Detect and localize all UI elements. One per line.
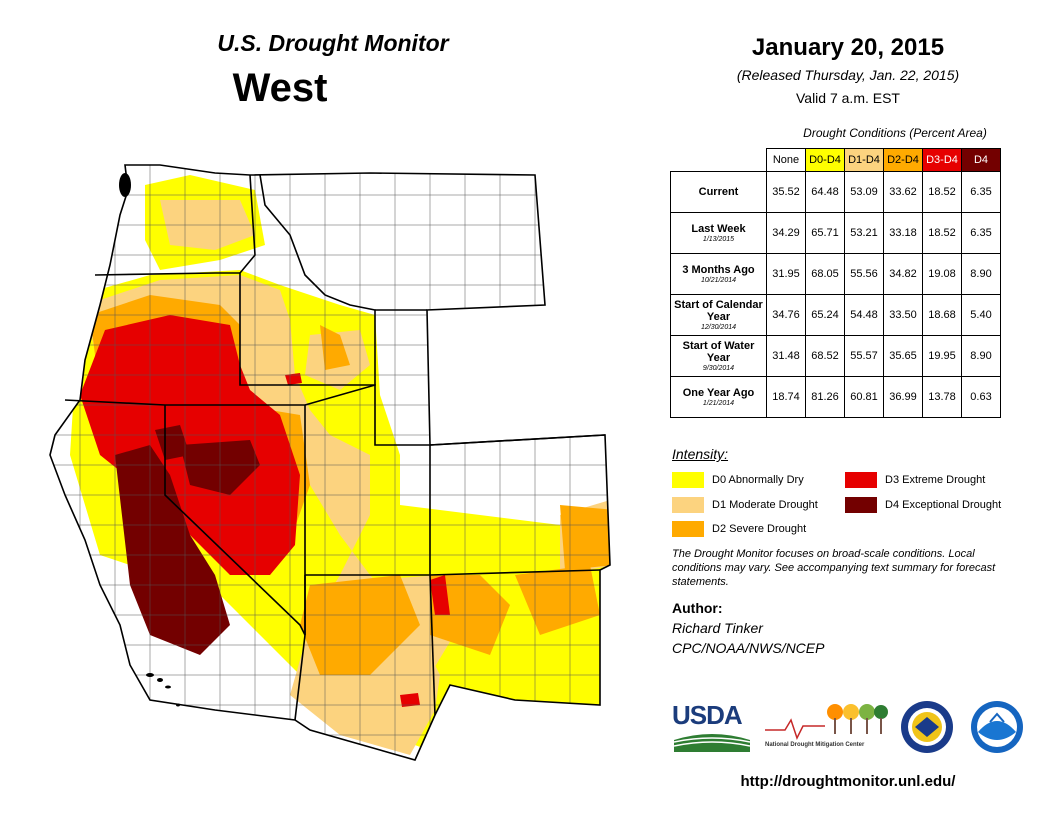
table-cell: 18.74 — [766, 376, 806, 418]
legend-label: D4 Exceptional Drought — [885, 499, 1002, 511]
legend-swatch — [845, 472, 877, 488]
table-cell: 13.78 — [922, 376, 962, 418]
row-label: Start of Calendar Year 12/30/2014 — [670, 294, 767, 336]
table-cell: 36.99 — [883, 376, 923, 418]
legend-label: D2 Severe Drought — [712, 523, 807, 535]
table-cell: 34.82 — [883, 253, 923, 295]
table-cell: 34.29 — [766, 212, 806, 254]
legend-swatch — [672, 472, 704, 488]
row-label: 3 Months Ago 10/21/2014 — [670, 253, 767, 295]
legend-title: Intensity: — [672, 446, 729, 462]
table-cell: 64.48 — [805, 171, 845, 213]
table-row: Start of Water Year 9/30/2014 31.48 68.52… — [670, 335, 1001, 377]
table-cell: 8.90 — [961, 335, 1001, 377]
table-cell: 65.24 — [805, 294, 845, 336]
legend-swatch — [845, 497, 877, 513]
noaa-logo-icon[interactable] — [970, 700, 1024, 754]
drought-conditions-table: None D0-D4 D1-D4 D2-D4 D3-D4 D4 Current … — [670, 148, 1001, 418]
ndmc-logo[interactable]: National Drought Mitigation Center — [765, 700, 890, 755]
table-cell: 55.56 — [844, 253, 884, 295]
author-label: Author: — [672, 600, 723, 616]
legend-swatch — [672, 497, 704, 513]
table-cell: 53.09 — [844, 171, 884, 213]
table-cell: 18.68 — [922, 294, 962, 336]
row-label: One Year Ago 1/21/2014 — [670, 376, 767, 418]
table-cell: 55.57 — [844, 335, 884, 377]
author-org: CPC/NOAA/NWS/NCEP — [672, 640, 825, 656]
table-cell: 0.63 — [961, 376, 1001, 418]
table-cell: 34.76 — [766, 294, 806, 336]
county-lines — [50, 165, 610, 760]
drought-map — [49, 164, 611, 761]
table-cell: 6.35 — [961, 212, 1001, 254]
region-title: West — [232, 66, 328, 110]
column-header: None — [766, 148, 806, 172]
table-header-row: None D0-D4 D1-D4 D2-D4 D3-D4 D4 — [671, 148, 1001, 172]
channel-islands — [119, 173, 180, 707]
row-label: Start of Water Year 9/30/2014 — [670, 335, 767, 377]
table-cell: 33.62 — [883, 171, 923, 213]
state-borders — [49, 164, 611, 761]
table-cell: 35.52 — [766, 171, 806, 213]
legend-swatch — [672, 521, 704, 537]
row-label: Current — [670, 171, 767, 213]
table-cell: 31.48 — [766, 335, 806, 377]
column-header: D2-D4 — [883, 148, 923, 172]
table-cell: 5.40 — [961, 294, 1001, 336]
table-cell: 60.81 — [844, 376, 884, 418]
table-cell: 81.26 — [805, 376, 845, 418]
disclaimer-note: The Drought Monitor focuses on broad-sca… — [672, 548, 996, 588]
table-row: Current 35.52 64.48 53.09 33.62 18.52 6.… — [670, 171, 1001, 213]
table-cell: 6.35 — [961, 171, 1001, 213]
released-date: (Released Thursday, Jan. 22, 2015) — [736, 67, 960, 83]
ndmc-label: National Drought Mitigation Center — [765, 742, 865, 748]
column-header: D4 — [961, 148, 1001, 172]
table-cell: 65.71 — [805, 212, 845, 254]
drought-fill — [50, 165, 610, 760]
series-title: U.S. Drought Monitor — [217, 30, 449, 56]
ndmc-trees-icon — [765, 704, 888, 740]
table-cell: 19.08 — [922, 253, 962, 295]
row-label: Last Week 1/13/2015 — [670, 212, 767, 254]
usda-wordmark: USDA — [672, 700, 743, 730]
conditions-title: Drought Conditions (Percent Area) — [803, 126, 987, 140]
usda-hills-icon — [674, 734, 750, 752]
column-header: D3-D4 — [922, 148, 962, 172]
map-date: January 20, 2015 — [751, 34, 945, 61]
table-cell: 54.48 — [844, 294, 884, 336]
table-row: 3 Months Ago 10/21/2014 31.95 68.05 55.56… — [670, 253, 1001, 295]
table-cell: 19.95 — [922, 335, 962, 377]
table-cell: 33.18 — [883, 212, 923, 254]
table-cell: 18.52 — [922, 212, 962, 254]
commerce-seal-icon[interactable] — [900, 700, 954, 754]
usda-logo[interactable]: USDA — [672, 700, 752, 755]
table-cell: 68.05 — [805, 253, 845, 295]
column-header: D0-D4 — [805, 148, 845, 172]
table-row: Start of Calendar Year 12/30/2014 34.76 6… — [670, 294, 1001, 336]
source-url[interactable]: http://droughtmonitor.unl.edu/ — [740, 773, 956, 790]
valid-time: Valid 7 a.m. EST — [795, 90, 900, 106]
legend-label: D3 Extreme Drought — [885, 474, 986, 486]
column-header: D1-D4 — [844, 148, 884, 172]
table-cell: 33.50 — [883, 294, 923, 336]
table-cell: 35.65 — [883, 335, 923, 377]
table-cell: 68.52 — [805, 335, 845, 377]
table-row: Last Week 1/13/2015 34.29 65.71 53.21 33.… — [670, 212, 1001, 254]
legend-label: D1 Moderate Drought — [712, 499, 818, 511]
legend-label: D0 Abnormally Dry — [712, 474, 804, 486]
table-cell: 8.90 — [961, 253, 1001, 295]
table-cell: 18.52 — [922, 171, 962, 213]
table-row: One Year Ago 1/21/2014 18.74 81.26 60.81 … — [670, 376, 1001, 418]
author-name: Richard Tinker — [672, 620, 763, 636]
table-cell: 53.21 — [844, 212, 884, 254]
table-cell: 31.95 — [766, 253, 806, 295]
table-corner — [671, 149, 767, 172]
